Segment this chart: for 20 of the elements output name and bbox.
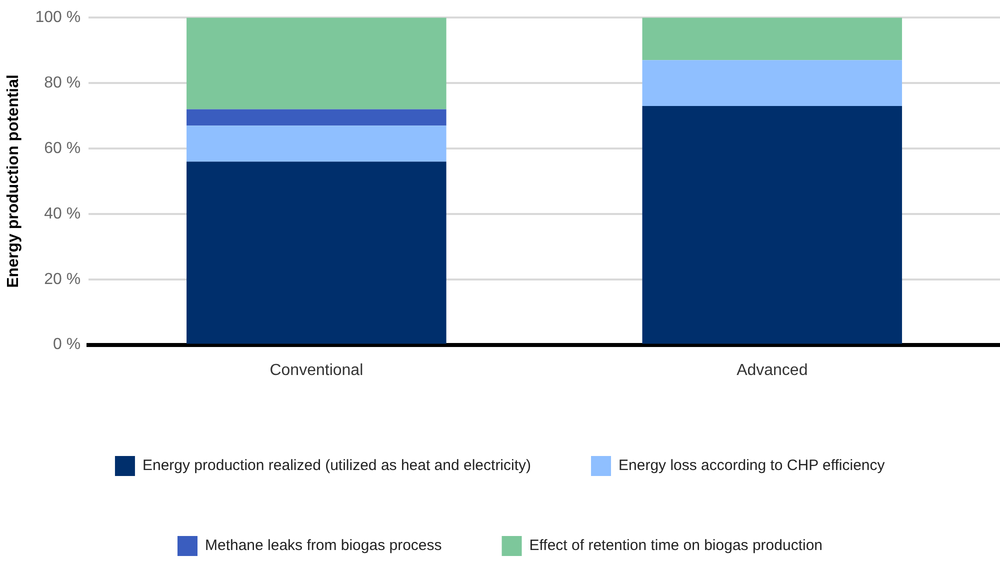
legend-label: Energy production realized (utilized as heat and electricity) — [142, 457, 532, 474]
y-tick-label: 20 % — [44, 270, 81, 288]
y-tick-label: 100 % — [35, 9, 81, 26]
bar — [186, 18, 446, 110]
bar — [642, 60, 902, 106]
y-tick-label: 80 % — [44, 74, 81, 92]
legend-label: Methane leaks from biogas process — [204, 537, 442, 554]
x-tick-label: Conventional — [270, 362, 364, 379]
bar — [186, 162, 446, 344]
y-tick-label: 40 % — [44, 205, 81, 222]
bar — [642, 18, 902, 60]
x-tick-label: Advanced — [736, 362, 808, 379]
legend-label: Energy loss according to CHP efficiency — [618, 457, 886, 474]
y-axis-title: Energy production potential — [5, 74, 22, 288]
y-tick-label: 0 % — [52, 336, 81, 354]
bar — [186, 126, 446, 162]
legend-label: Effect of retention time on biogas production — [529, 537, 823, 554]
y-tick-label: 60 % — [44, 140, 81, 157]
bar — [642, 106, 902, 344]
bar — [186, 109, 446, 126]
